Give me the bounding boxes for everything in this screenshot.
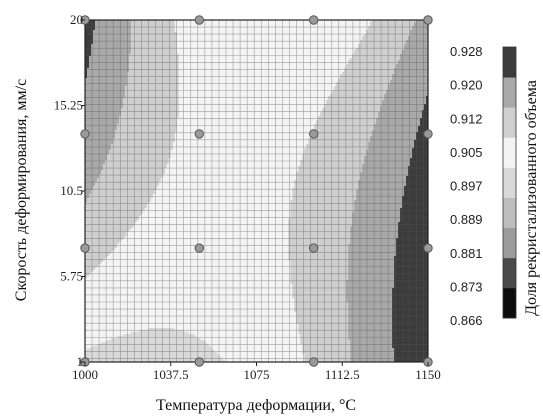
design-point (423, 243, 433, 253)
y-tick-label: 10.5 (60, 183, 83, 198)
colorbar-tick-label: 0.881 (450, 246, 483, 261)
x-tick-label: 1150 (415, 367, 441, 382)
colorbar-tick-label: 0.912 (450, 111, 483, 126)
contour-fill (85, 20, 428, 362)
x-tick-label: 1112.5 (325, 367, 360, 382)
colorbar-band (503, 197, 516, 229)
design-point (309, 15, 319, 25)
colorbar-tick-label: 0.897 (450, 179, 483, 194)
y-tick-label: 5.75 (60, 269, 83, 284)
design-point (80, 129, 90, 139)
y-axis-label: Скорость деформирования, мм/с (13, 79, 30, 301)
design-point (194, 129, 205, 139)
design-point (423, 129, 433, 139)
colorbar-tick-label: 0.928 (450, 44, 483, 59)
colorbar-band (503, 47, 516, 78)
design-point (423, 15, 433, 25)
design-point (309, 243, 319, 253)
design-point (309, 129, 319, 139)
y-axis-ticks: 1 5.75 10.5 15.25 20 (54, 12, 85, 369)
colorbar-band (503, 167, 516, 198)
y-tick-label: 15.25 (54, 98, 83, 113)
colorbar-band (503, 227, 516, 259)
colorbar-tick-label: 0.873 (450, 279, 483, 294)
x-tick-label: 1037.5 (153, 367, 189, 382)
y-tick-label: 1 (77, 354, 84, 369)
design-point (194, 357, 205, 367)
mesh-grid (84, 19, 428, 362)
x-axis-ticks: 1000 1037.5 1075 1112.5 1150 (72, 362, 441, 382)
colorbar-tick-label: 0.866 (450, 313, 483, 328)
design-point (194, 15, 205, 25)
colorbar-band (503, 107, 516, 138)
colorbar-band (503, 287, 516, 319)
y-tick-label: 20 (70, 12, 83, 27)
colorbar-band (503, 137, 516, 168)
colorbar-label: Доля рекристализованного объема (523, 80, 540, 316)
design-point (309, 357, 319, 367)
x-axis-label: Температура деформации, °C (156, 397, 356, 414)
plot-area (80, 15, 433, 367)
x-tick-label: 1075 (244, 367, 270, 382)
colorbar: 0.928 0.920 0.912 0.905 0.897 0.889 0.881 0.873… (450, 44, 517, 328)
design-point (194, 243, 205, 253)
design-point (80, 243, 90, 253)
x-tick-label: 1000 (72, 367, 98, 382)
colorbar-band (503, 77, 516, 108)
colorbar-tick-label: 0.889 (450, 212, 483, 227)
colorbar-band (503, 257, 516, 289)
colorbar-tick-label: 0.920 (450, 78, 483, 93)
colorbar-tick-label: 0.905 (450, 145, 483, 160)
